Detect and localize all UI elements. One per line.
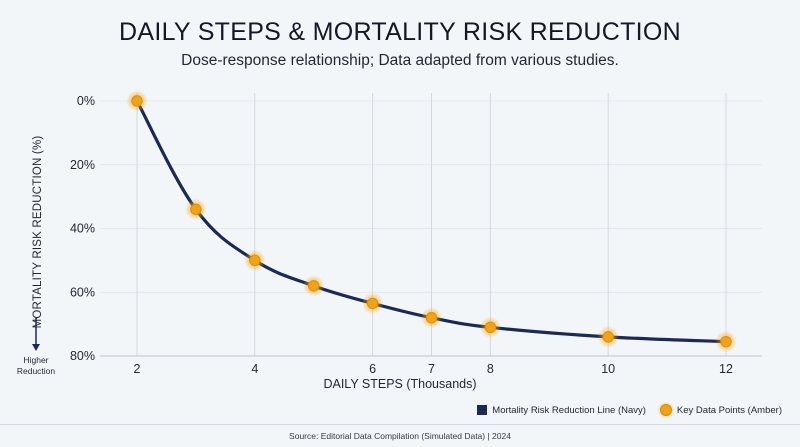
data-point (249, 254, 261, 267)
legend-line-swatch (477, 405, 488, 415)
data-point (190, 203, 202, 216)
legend-line-label: Mortality Risk Reduction Line (Navy) (492, 404, 646, 416)
y-tick-label: 20% (70, 158, 95, 172)
legend: Mortality Risk Reduction Line (Navy) Key… (463, 404, 782, 416)
x-tick-label: 4 (251, 362, 258, 376)
legend-points-label: Key Data Points (Amber) (676, 404, 782, 416)
data-point (131, 95, 143, 107)
legend-points-swatch (659, 404, 672, 416)
footer-divider (0, 424, 800, 425)
y-tick-label: 0% (77, 94, 95, 108)
source-note: Source: Editorial Data Compilation (Simu… (289, 431, 511, 441)
x-tick-label: 10 (601, 362, 615, 376)
x-tick-label: 2 (134, 362, 141, 376)
chart-subtitle: Dose-response relationship; Data adapted… (181, 52, 619, 69)
x-axis-label: DAILY STEPS (Thousands) (323, 377, 477, 391)
data-point (484, 321, 497, 334)
higher-reduction-note: Higher Reduction (16, 355, 56, 376)
x-tick-label: 6 (369, 362, 376, 376)
legend-item-points: Key Data Points (Amber) (659, 404, 782, 416)
down-arrow-head-icon (32, 344, 40, 351)
data-point (720, 335, 732, 348)
legend-item-line: Mortality Risk Reduction Line (Navy) (477, 405, 646, 416)
data-point (366, 297, 379, 310)
y-tick-label: 60% (70, 285, 95, 299)
x-tick-label: 8 (487, 362, 494, 376)
chart-title: DAILY STEPS & MORTALITY RISK REDUCTION (119, 18, 681, 46)
data-point (425, 312, 438, 324)
y-tick-label: 40% (70, 222, 95, 236)
y-tick-label: 80% (70, 349, 95, 363)
data-point (308, 280, 320, 292)
x-tick-label: 12 (719, 362, 733, 376)
x-tick-label: 7 (428, 362, 435, 376)
data-point (602, 331, 614, 343)
